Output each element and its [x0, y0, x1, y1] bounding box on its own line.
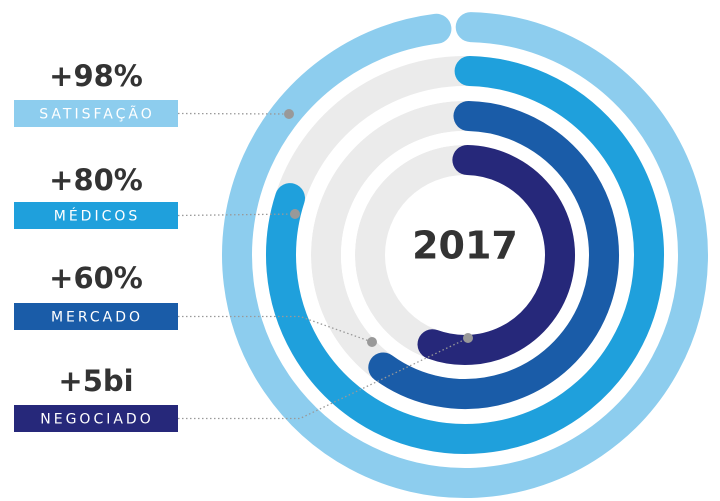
ring-arc	[222, 12, 708, 498]
leader-dot	[290, 209, 300, 219]
value-label: +60%	[49, 261, 143, 295]
category-label: MERCADO	[51, 310, 143, 326]
category-label: MÉDICOS	[54, 208, 141, 225]
label-box	[14, 202, 178, 229]
ring-arc	[368, 101, 619, 409]
track-gap	[297, 87, 633, 423]
label-box	[14, 405, 178, 432]
value-label: +5bi	[58, 364, 133, 398]
value-label: +80%	[49, 163, 143, 197]
leader-dot	[284, 109, 294, 119]
leader-line	[178, 315, 373, 343]
leader-dot	[463, 333, 473, 343]
leader-line	[178, 337, 469, 420]
category-label: SATISFAÇÃO	[39, 106, 154, 123]
value-label: +98%	[49, 59, 143, 93]
label-box	[14, 303, 178, 330]
track-gap	[341, 131, 589, 379]
leader-line	[177, 112, 290, 115]
ring-arc	[417, 145, 575, 365]
leader-dot	[367, 337, 377, 347]
category-label: NEGOCIADO	[40, 412, 153, 428]
center-label: 2017	[412, 224, 518, 268]
label-box	[14, 100, 178, 127]
ring-arc	[266, 56, 664, 454]
